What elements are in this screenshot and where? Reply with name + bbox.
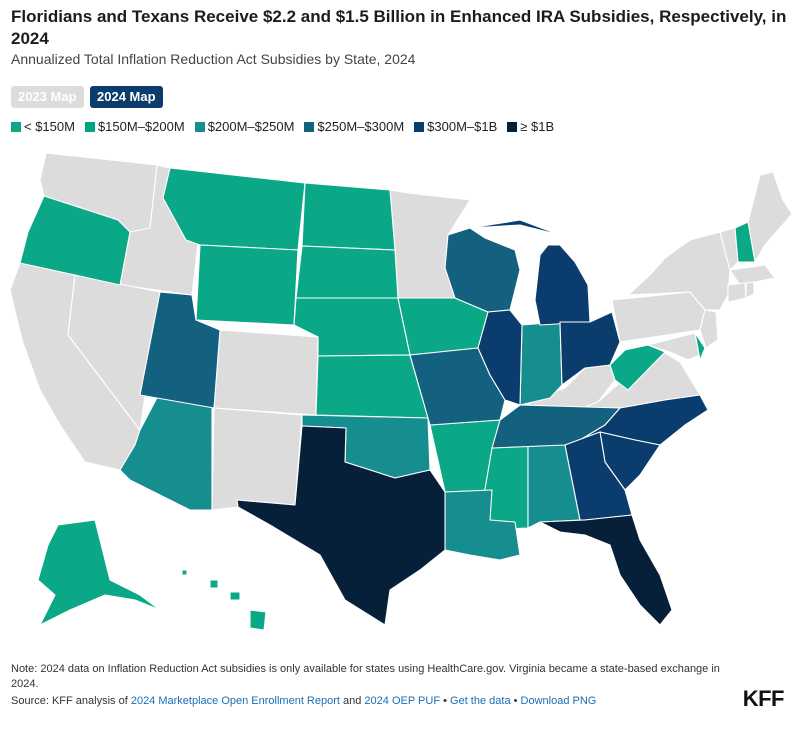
legend-item-300-1b[interactable]: $300M–$1B bbox=[414, 119, 497, 134]
state-delaware[interactable] bbox=[694, 332, 706, 361]
map-2023-toggle[interactable]: 2023 Map bbox=[11, 86, 84, 108]
source-line: Source: KFF analysis of 2024 Marketplace… bbox=[11, 695, 596, 707]
legend-swatch bbox=[304, 121, 315, 132]
link-get-data[interactable]: Get the data bbox=[450, 695, 511, 707]
state-michigan[interactable] bbox=[469, 219, 591, 326]
legend-item-gte1b[interactable]: ≥ $1B bbox=[507, 119, 554, 134]
state-kansas[interactable] bbox=[315, 354, 429, 419]
state-montana[interactable] bbox=[162, 167, 306, 251]
legend-swatch bbox=[507, 121, 518, 132]
state-oregon[interactable] bbox=[19, 195, 131, 286]
state-wisconsin[interactable] bbox=[444, 227, 521, 313]
legend-swatch bbox=[194, 121, 205, 132]
state-connecticut[interactable] bbox=[727, 282, 747, 303]
state-utah[interactable] bbox=[139, 291, 221, 409]
state-maine[interactable] bbox=[747, 171, 793, 263]
state-florida[interactable] bbox=[539, 514, 673, 626]
link-enrollment-report[interactable]: 2024 Marketplace Open Enrollment Report bbox=[130, 695, 340, 707]
state-arizona[interactable] bbox=[119, 391, 213, 511]
kff-logo: KFF bbox=[742, 686, 785, 711]
legend-label: $150M–$200M bbox=[97, 119, 185, 134]
legend-item-200-250[interactable]: $200M–$250M bbox=[194, 119, 295, 134]
legend-swatch bbox=[84, 121, 95, 132]
state-south-dakota[interactable] bbox=[295, 245, 399, 299]
legend: < $150M $150M–$200M $200M–$250M $250M–$3… bbox=[11, 119, 554, 134]
state-ohio[interactable] bbox=[559, 311, 621, 386]
footnote: Note: 2024 data on Inflation Reduction A… bbox=[11, 663, 720, 690]
state-maryland[interactable] bbox=[647, 332, 701, 361]
chart-subtitle: Annualized Total Inflation Reduction Act… bbox=[11, 51, 416, 67]
state-alaska[interactable] bbox=[37, 519, 161, 626]
link-oep-puf[interactable]: 2024 OEP PUF bbox=[364, 695, 441, 707]
state-indiana[interactable] bbox=[519, 321, 563, 406]
state-illinois[interactable] bbox=[477, 309, 523, 406]
state-north-dakota[interactable] bbox=[301, 182, 396, 251]
legend-label: $200M–$250M bbox=[207, 119, 295, 134]
state-colorado[interactable] bbox=[213, 329, 319, 416]
legend-item-250-300[interactable]: $250M–$300M bbox=[304, 119, 404, 134]
state-new-hampshire[interactable] bbox=[734, 221, 756, 263]
legend-label: ≥ $1B bbox=[520, 119, 555, 134]
state-rhode-island[interactable] bbox=[745, 281, 755, 299]
map-2024-toggle[interactable]: 2024 Map bbox=[90, 86, 163, 108]
state-west-virginia[interactable] bbox=[609, 344, 666, 391]
legend-swatch bbox=[11, 121, 21, 132]
state-texas[interactable] bbox=[236, 425, 446, 626]
legend-label: < $150M bbox=[24, 119, 75, 134]
state-hawaii[interactable] bbox=[181, 569, 267, 631]
source-separator: • bbox=[440, 695, 451, 707]
legend-item-150-200[interactable]: $150M–$200M bbox=[84, 119, 185, 134]
legend-label: $300M–$1B bbox=[427, 119, 498, 134]
chart-title: Floridians and Texans Receive $2.2 and $… bbox=[11, 7, 787, 48]
source-prefix: Source: KFF analysis of bbox=[11, 695, 131, 707]
source-separator: • bbox=[510, 695, 521, 707]
link-download-png[interactable]: Download PNG bbox=[520, 695, 597, 707]
legend-label: $250M–$300M bbox=[317, 119, 405, 134]
state-massachusetts[interactable] bbox=[729, 264, 776, 286]
state-new-jersey[interactable] bbox=[699, 309, 719, 349]
state-new-mexico[interactable] bbox=[211, 407, 303, 511]
state-louisiana[interactable] bbox=[444, 489, 521, 561]
legend-swatch bbox=[414, 121, 425, 132]
us-state-map bbox=[9, 152, 793, 631]
source-and: and bbox=[339, 695, 365, 707]
legend-item-lt150[interactable]: < $150M bbox=[11, 119, 75, 134]
state-wyoming[interactable] bbox=[195, 244, 299, 326]
